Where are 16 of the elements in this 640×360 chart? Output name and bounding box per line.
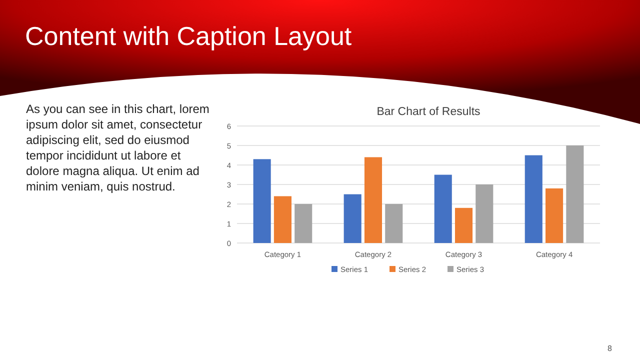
bar xyxy=(364,157,382,243)
bar xyxy=(454,208,473,243)
bar xyxy=(524,155,542,243)
bar xyxy=(253,159,271,243)
bar xyxy=(274,196,292,243)
bar xyxy=(546,188,564,243)
text: 8 xyxy=(608,344,613,353)
bar xyxy=(344,194,362,243)
text: Content with Caption Layout xyxy=(25,21,352,51)
bar xyxy=(434,174,452,243)
bar xyxy=(566,146,584,243)
bar xyxy=(385,204,403,243)
text: As you can see in this chart, lorem ipsum dolor sit amet, consectetur adipiscing elit, sed do eiusmod tempor incididunt ut labore et dolore magna aliqua. Ut enim ad minim veniam, quis nostrud. xyxy=(26,102,210,194)
chart-title: Bar Chart of Results xyxy=(376,106,481,118)
bar xyxy=(476,184,494,243)
bar xyxy=(294,204,312,243)
